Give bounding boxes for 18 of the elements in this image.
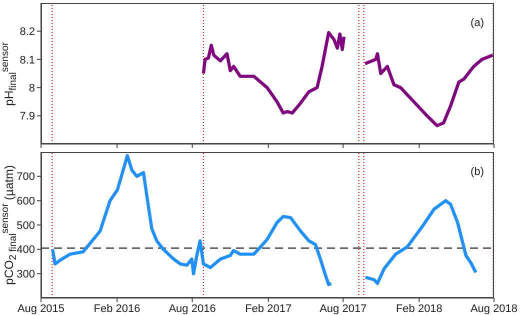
x-tick-label: Aug 2017 bbox=[320, 302, 367, 315]
y-tick-label: 500 bbox=[16, 220, 35, 232]
y-tick-label: 300 bbox=[16, 268, 35, 281]
x-tick-label: Feb 2018 bbox=[396, 302, 442, 315]
y-tick-label: 700 bbox=[16, 171, 35, 184]
x-tick-label: Feb 2017 bbox=[245, 302, 292, 315]
annotation: (a) bbox=[470, 17, 484, 29]
y-tick-label: 600 bbox=[16, 196, 35, 208]
x-tick-label: Aug 2016 bbox=[168, 302, 216, 315]
y-tick-label: 400 bbox=[16, 244, 35, 256]
annotation: (b) bbox=[470, 166, 484, 178]
y-tick-label: 7.9 bbox=[20, 110, 35, 123]
x-tick-label: Aug 2015 bbox=[17, 302, 65, 315]
y-tick-label: 8.1 bbox=[20, 54, 35, 66]
y-tick-label: 8.2 bbox=[20, 26, 35, 38]
x-tick-label: Aug 2018 bbox=[470, 302, 518, 315]
x-tick-label: Feb 2016 bbox=[94, 302, 140, 315]
y-tick-label: 8 bbox=[28, 82, 35, 95]
